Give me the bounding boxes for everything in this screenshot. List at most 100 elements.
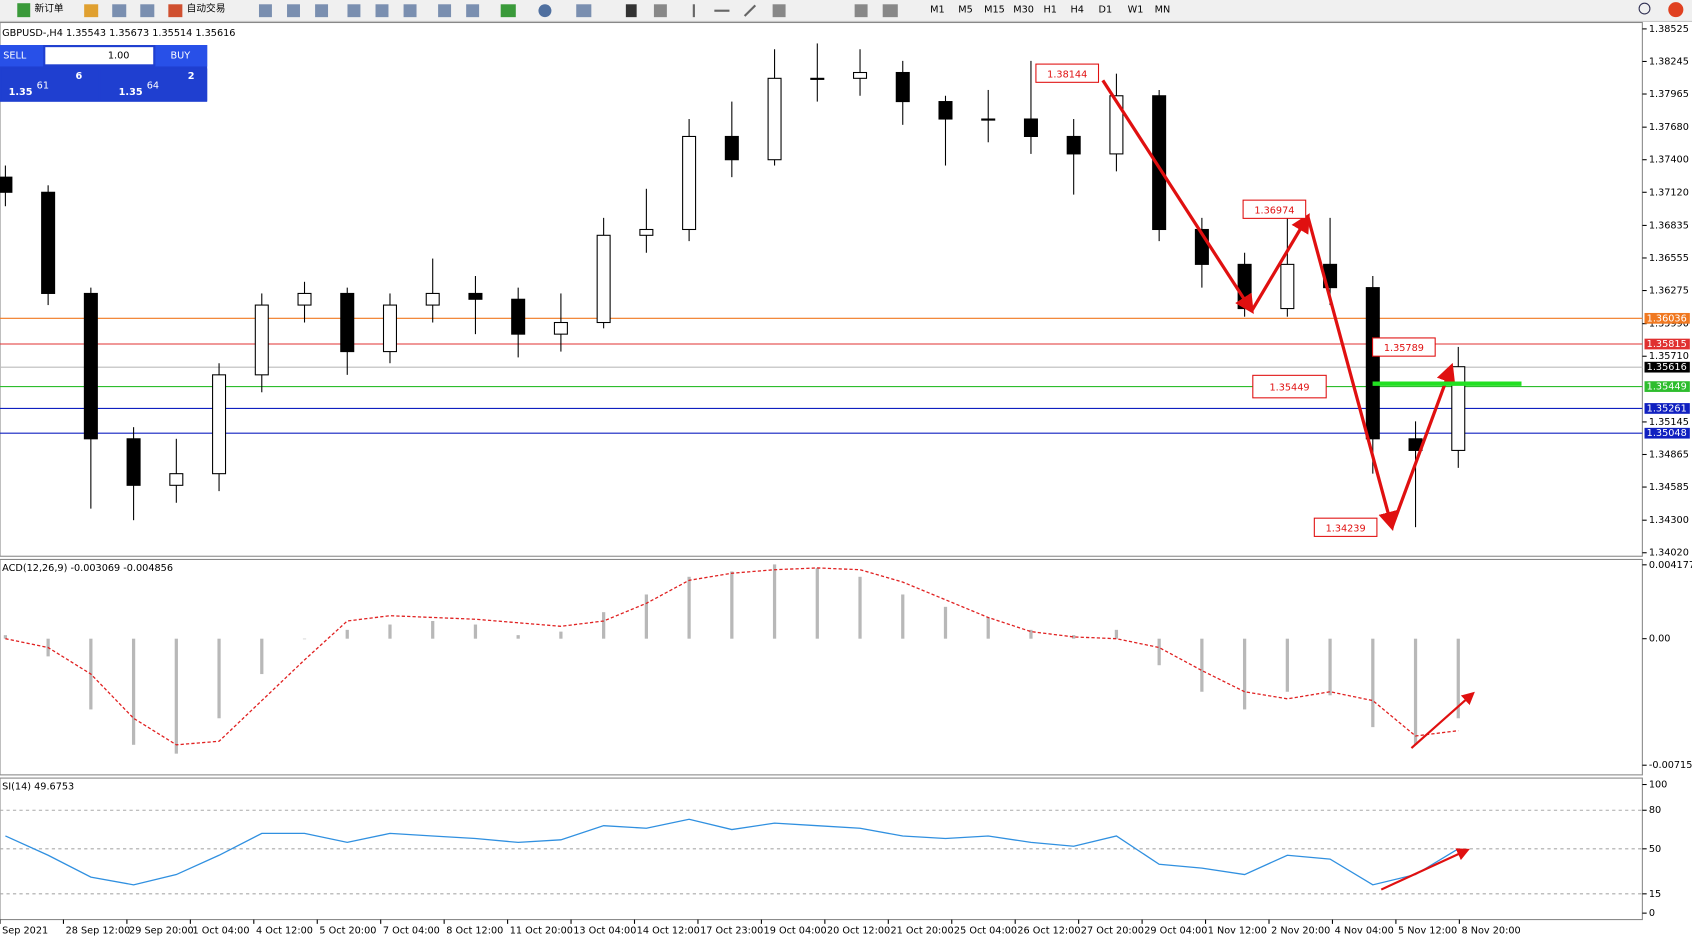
x-tick-label: 8 Nov 20:00 <box>1462 925 1521 936</box>
toolbar-icons <box>17 2 1684 18</box>
sell-sup: 6 <box>76 71 83 82</box>
macd-bar <box>431 621 435 639</box>
level-label: 1.36036 <box>1647 313 1687 324</box>
candle-body <box>682 135 697 231</box>
x-tick-label: 1 Nov 12:00 <box>1208 925 1267 936</box>
macd-bar <box>516 635 520 639</box>
level-tag <box>1644 403 1690 414</box>
candle-body <box>425 292 440 306</box>
x-tick-label: 21 Oct 20:00 <box>890 925 953 936</box>
sell-button[interactable] <box>0 45 44 67</box>
buy-button[interactable] <box>155 45 208 67</box>
y-tick-label: 1.35145 <box>1649 417 1689 428</box>
icon[interactable] <box>287 4 300 18</box>
rsi-line <box>5 818 1459 886</box>
level-tag <box>1644 427 1690 439</box>
one-click-panel <box>0 45 208 102</box>
zoom-out[interactable] <box>375 4 389 18</box>
x-tick-label: 5 Nov 12:00 <box>1398 925 1457 936</box>
chart-header: GBPUSD-,H4 1.35543 1.35673 1.35514 1.356… <box>2 28 235 39</box>
x-tick-label: 25 Oct 04:00 <box>954 925 1017 936</box>
y-tick-label: 1.37965 <box>1649 89 1689 100</box>
candle-body <box>1109 95 1124 155</box>
y-tick-label: 15 <box>1649 889 1661 900</box>
timeframe[interactable]: H1 <box>1043 5 1056 16</box>
trendline[interactable] <box>743 4 757 17</box>
periods[interactable] <box>538 4 552 18</box>
candle-body <box>553 321 568 335</box>
candle-body <box>0 176 13 193</box>
icon[interactable] <box>315 4 329 18</box>
icon[interactable] <box>403 4 417 18</box>
search[interactable] <box>1638 2 1651 15</box>
templates[interactable] <box>576 4 592 18</box>
timeframe[interactable]: H4 <box>1070 5 1083 16</box>
icon[interactable] <box>84 4 99 18</box>
sell-price[interactable] <box>1 68 99 101</box>
hline[interactable] <box>714 9 730 12</box>
lot-field[interactable] <box>45 47 154 65</box>
indicators[interactable] <box>500 4 516 18</box>
level-label: 1.35449 <box>1647 382 1687 393</box>
y-tick-label: 1.34020 <box>1649 548 1689 559</box>
candle-body <box>1066 135 1081 155</box>
x-tick-label: 5 Oct 20:00 <box>319 925 376 936</box>
timeframe[interactable]: D1 <box>1099 5 1113 16</box>
fibo[interactable] <box>772 4 786 18</box>
icon[interactable] <box>438 4 452 18</box>
y-tick-label: -0.007153 <box>1649 760 1692 771</box>
x-tick-label: 13 Oct 04:00 <box>573 925 636 936</box>
notifications[interactable] <box>1668 2 1684 18</box>
timeframe[interactable]: M1 <box>930 5 945 16</box>
x-tick-label: 2 Nov 20:00 <box>1271 925 1330 936</box>
hand-arrow <box>1410 691 1475 749</box>
crosshair[interactable] <box>653 4 667 18</box>
timeframe[interactable]: M30 <box>1013 5 1034 16</box>
zigzag-arrow <box>1250 213 1310 312</box>
auto-trading-icon[interactable] <box>168 4 183 18</box>
arrows-tool[interactable] <box>882 4 898 18</box>
icon[interactable] <box>258 4 272 18</box>
label-tool[interactable] <box>854 4 868 18</box>
annotation: 1.35449 <box>1269 383 1309 394</box>
x-tick-label: Sep 2021 <box>2 925 48 936</box>
zigzag-arrow <box>1390 362 1456 528</box>
level-tag <box>1644 381 1690 392</box>
level-tag <box>1644 312 1690 324</box>
icon[interactable] <box>466 4 480 18</box>
y-tick-label: 1.36835 <box>1649 220 1689 231</box>
new-order-icon[interactable] <box>17 3 31 18</box>
annotation-box <box>1035 63 1100 83</box>
level-label: 1.35261 <box>1647 403 1687 414</box>
zoom-in[interactable] <box>347 4 361 18</box>
candle-body <box>938 101 953 120</box>
level-label: 1.35048 <box>1647 428 1687 439</box>
candle-body <box>853 71 868 79</box>
icon[interactable] <box>112 4 127 18</box>
cursor[interactable] <box>625 4 637 18</box>
y-tick-label: 1.36275 <box>1649 286 1689 297</box>
timeframe[interactable]: M5 <box>958 5 973 16</box>
timeframe[interactable]: W1 <box>1128 5 1144 16</box>
vline[interactable] <box>692 4 695 18</box>
icon[interactable] <box>140 4 155 18</box>
timeframe[interactable]: M15 <box>984 5 1005 16</box>
candle-body <box>169 473 184 486</box>
buy-price[interactable] <box>100 68 208 101</box>
x-tick-label: 19 Oct 04:00 <box>764 925 827 936</box>
buy-sup: 2 <box>188 71 195 82</box>
y-tick-label: 1.35710 <box>1649 351 1689 362</box>
y-tick-label: 80 <box>1649 805 1661 816</box>
new-order-label: 新订单 <box>35 3 64 15</box>
macd-bar <box>1200 638 1204 692</box>
macd-bar <box>1328 638 1332 696</box>
candle-body <box>767 77 782 161</box>
y-tick-label: 1.38245 <box>1649 56 1689 67</box>
x-tick-label: 20 Oct 12:00 <box>827 925 890 936</box>
sell-prefix: 1.35 <box>9 87 33 98</box>
indicator-title: SI(14) 49.6753 <box>2 782 74 793</box>
candle-body <box>1451 366 1466 451</box>
macd-bar <box>901 594 905 639</box>
timeframe[interactable]: MN <box>1155 5 1171 16</box>
